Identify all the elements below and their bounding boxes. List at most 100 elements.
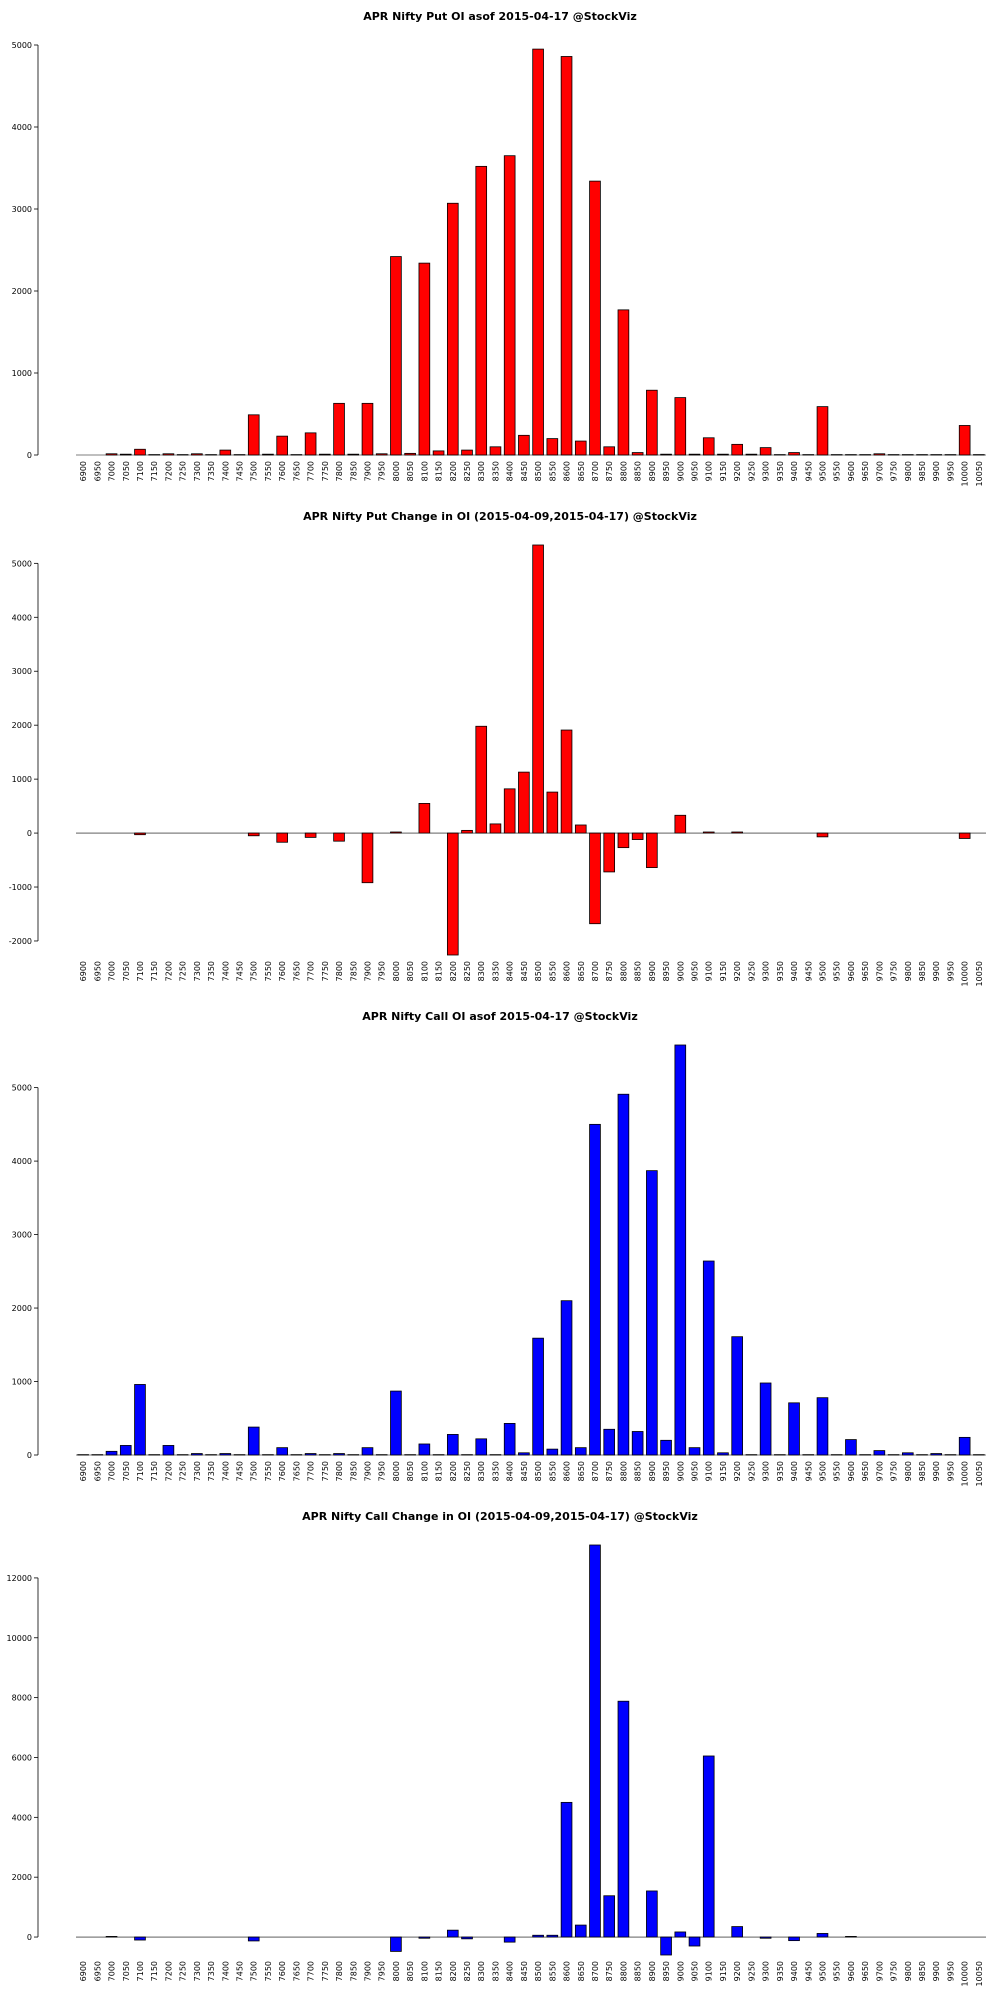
x-tick-label: 8650 (577, 1961, 586, 1981)
bar (390, 1390, 402, 1456)
x-tick-label: 9650 (861, 461, 870, 481)
x-tick-label: 8650 (577, 461, 586, 481)
x-tick-label: 7200 (164, 1461, 173, 1481)
x-tick-label: 10050 (975, 961, 984, 986)
x-tick-label: 9100 (705, 1961, 714, 1981)
bar (603, 1428, 616, 1456)
bar (660, 1439, 672, 1456)
bar (873, 453, 886, 456)
x-tick-label: 8050 (406, 1461, 415, 1481)
x-tick-label: 8750 (605, 1461, 614, 1481)
bar (702, 1755, 715, 1938)
x-tick-label: 8900 (648, 461, 657, 481)
bar (702, 1260, 715, 1456)
y-tick-label: 5000 (12, 41, 32, 50)
y-tick-label: 3000 (12, 1231, 32, 1240)
x-tick-label: 8000 (392, 1461, 401, 1481)
x-tick-label: 6950 (93, 461, 102, 481)
bar (134, 1936, 146, 1941)
bar (660, 453, 672, 456)
x-tick-label: 7150 (150, 461, 159, 481)
x-tick-label: 9650 (861, 961, 870, 981)
x-tick-label: 8800 (619, 1961, 628, 1981)
x-tick-label: 7400 (221, 461, 230, 481)
y-tick-label: 1000 (12, 1378, 32, 1387)
x-tick-label: 9050 (691, 1461, 700, 1481)
x-tick-label: 9900 (932, 1961, 941, 1981)
x-tick-label: 7950 (378, 461, 387, 481)
bar (646, 832, 658, 869)
bar (816, 832, 829, 838)
x-tick-label: 7650 (292, 961, 301, 981)
y-tick-label: 5000 (12, 1084, 32, 1093)
x-tick-label: 8050 (406, 461, 415, 481)
bar (646, 1890, 658, 1938)
bar (845, 1936, 857, 1938)
x-tick-label: 8250 (463, 1961, 472, 1981)
bar (631, 1431, 644, 1456)
x-tick-label: 7100 (136, 961, 145, 981)
bar (631, 832, 644, 840)
x-tick-label: 9550 (833, 1961, 842, 1981)
bar (589, 1123, 601, 1456)
bar (589, 1544, 601, 1938)
x-tick-label: 8850 (634, 461, 643, 481)
x-tick-label: 7850 (349, 1461, 358, 1481)
bar (432, 450, 445, 456)
x-tick-label: 7100 (136, 461, 145, 481)
x-tick-label: 7500 (250, 461, 259, 481)
y-tick-label: 4000 (12, 123, 32, 132)
x-tick-label: 8300 (477, 461, 486, 481)
x-tick-label: 7850 (349, 461, 358, 481)
x-tick-label: 10000 (961, 1461, 970, 1486)
x-tick-label: 9450 (804, 961, 813, 981)
x-tick-label: 9400 (790, 1961, 799, 1981)
bar (674, 1044, 687, 1456)
x-tick-label: 8750 (605, 1961, 614, 1981)
x-tick-label: 7250 (179, 961, 188, 981)
bar (788, 452, 800, 456)
x-tick-label: 7050 (122, 1461, 131, 1481)
bar (105, 453, 118, 456)
bar (418, 262, 431, 456)
x-tick-label: 9550 (833, 461, 842, 481)
x-tick-label: 8350 (491, 461, 500, 481)
bar (418, 803, 431, 834)
bar (191, 1453, 203, 1456)
x-tick-label: 9050 (691, 461, 700, 481)
x-tick-label: 9150 (719, 1961, 728, 1981)
bar (717, 1452, 729, 1456)
x-tick-label: 8350 (491, 961, 500, 981)
x-tick-label: 7850 (349, 1961, 358, 1981)
x-tick-label: 8500 (534, 461, 543, 481)
y-tick-label: 4000 (12, 613, 32, 622)
x-tick-label: 10000 (961, 1961, 970, 1986)
x-tick-label: 8250 (463, 461, 472, 481)
x-tick-label: 8200 (449, 1961, 458, 1981)
bar (574, 824, 587, 834)
x-tick-label: 7050 (122, 461, 131, 481)
y-tick-label: 1000 (12, 369, 32, 378)
bar (532, 544, 544, 834)
bar (674, 397, 687, 456)
x-tick-label: 8800 (619, 1461, 628, 1481)
bar (475, 1438, 488, 1456)
bar (646, 1170, 658, 1456)
x-tick-label: 8600 (563, 1961, 572, 1981)
x-tick-label: 7500 (250, 961, 259, 981)
x-tick-label: 8550 (548, 1961, 557, 1981)
x-tick-label: 7550 (264, 961, 273, 981)
bar (247, 832, 260, 837)
x-tick-label: 7000 (108, 461, 117, 481)
x-tick-label: 10050 (975, 1961, 984, 1986)
x-tick-label: 9900 (932, 461, 941, 481)
x-tick-label: 8400 (506, 1961, 515, 1981)
x-tick-label: 7450 (236, 961, 245, 981)
x-tick-label: 7900 (363, 1461, 372, 1481)
bar (446, 1929, 459, 1938)
x-tick-label: 6950 (93, 1461, 102, 1481)
x-tick-label: 9950 (946, 1961, 955, 1981)
bar (304, 1453, 317, 1456)
bar (617, 1093, 630, 1456)
x-tick-label: 7750 (321, 961, 330, 981)
